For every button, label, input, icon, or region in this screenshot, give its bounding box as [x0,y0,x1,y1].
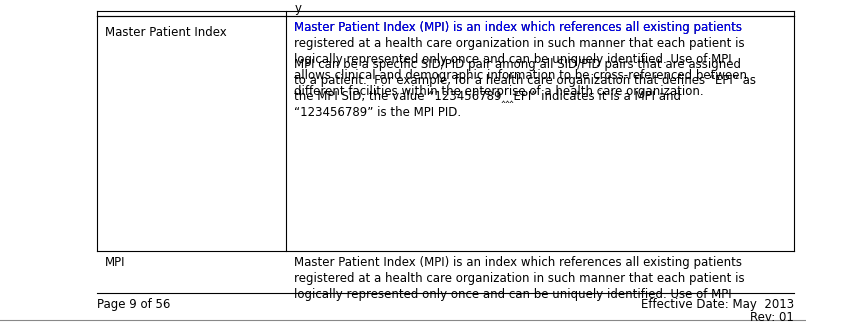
Text: Rev: 01: Rev: 01 [751,311,794,324]
Text: MPI can be a specific SID/PID pair among all SID/PID pairs that are assigned
to : MPI can be a specific SID/PID pair among… [294,58,756,119]
Text: Master Patient Index: Master Patient Index [105,26,227,39]
Text: Page 9 of 56: Page 9 of 56 [97,298,170,311]
Text: MPI: MPI [105,256,125,269]
Text: y: y [294,2,301,15]
Text: Master Patient Index (MPI) is an index which references all existing patients
re: Master Patient Index (MPI) is an index w… [294,21,747,98]
Text: Master Patient Index (MPI) is an index which references all existing patients: Master Patient Index (MPI) is an index w… [294,21,742,34]
Text: Effective Date: May  2013: Effective Date: May 2013 [641,298,794,311]
Text: Master Patient Index (MPI) is an index which references all existing patients
re: Master Patient Index (MPI) is an index w… [294,256,745,301]
